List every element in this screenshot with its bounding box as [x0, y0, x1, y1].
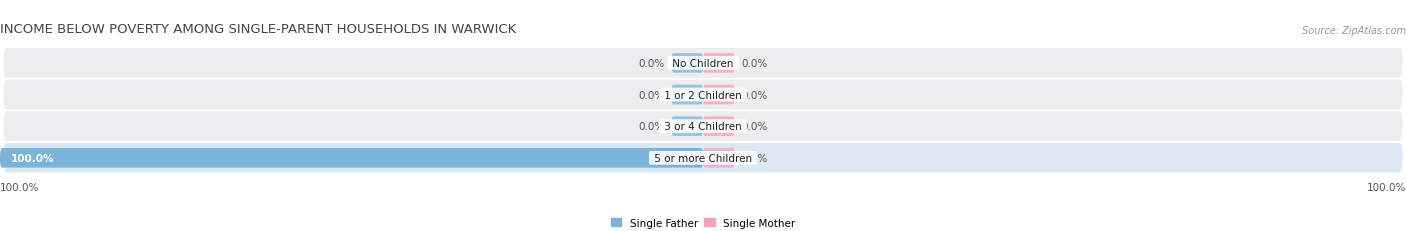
FancyBboxPatch shape — [672, 117, 703, 136]
Text: 100.0%: 100.0% — [10, 153, 53, 163]
Text: 0.0%: 0.0% — [742, 153, 768, 163]
FancyBboxPatch shape — [3, 49, 1403, 79]
Text: 3 or 4 Children: 3 or 4 Children — [661, 122, 745, 132]
Text: 100.0%: 100.0% — [0, 182, 39, 192]
FancyBboxPatch shape — [703, 54, 734, 73]
Text: 0.0%: 0.0% — [638, 90, 665, 100]
Text: 5 or more Children: 5 or more Children — [651, 153, 755, 163]
FancyBboxPatch shape — [3, 143, 1403, 173]
Text: 0.0%: 0.0% — [742, 90, 768, 100]
Text: 0.0%: 0.0% — [742, 59, 768, 69]
Text: 100.0%: 100.0% — [1367, 182, 1406, 192]
FancyBboxPatch shape — [3, 80, 1403, 110]
FancyBboxPatch shape — [3, 112, 1403, 141]
FancyBboxPatch shape — [672, 85, 703, 105]
FancyBboxPatch shape — [0, 148, 703, 168]
Text: 0.0%: 0.0% — [638, 59, 665, 69]
FancyBboxPatch shape — [703, 117, 734, 136]
Text: Source: ZipAtlas.com: Source: ZipAtlas.com — [1302, 26, 1406, 36]
FancyBboxPatch shape — [703, 85, 734, 105]
Text: 0.0%: 0.0% — [638, 122, 665, 132]
Text: 0.0%: 0.0% — [742, 122, 768, 132]
Text: No Children: No Children — [669, 59, 737, 69]
FancyBboxPatch shape — [672, 54, 703, 73]
Text: 1 or 2 Children: 1 or 2 Children — [661, 90, 745, 100]
FancyBboxPatch shape — [703, 148, 734, 168]
Legend: Single Father, Single Mother: Single Father, Single Mother — [610, 218, 796, 228]
Text: INCOME BELOW POVERTY AMONG SINGLE-PARENT HOUSEHOLDS IN WARWICK: INCOME BELOW POVERTY AMONG SINGLE-PARENT… — [0, 23, 516, 36]
